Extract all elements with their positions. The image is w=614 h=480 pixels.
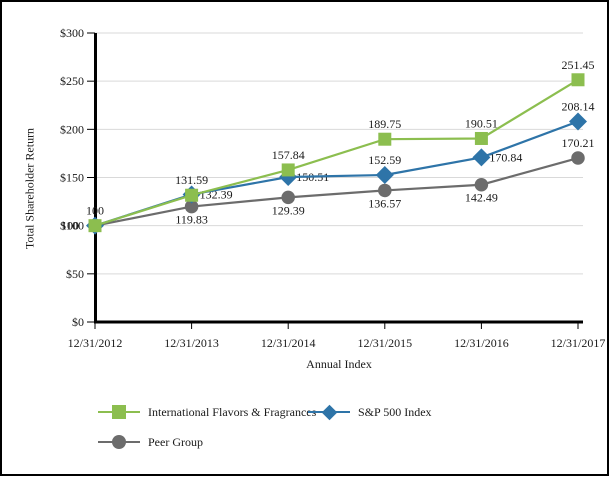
svg-text:170.84: 170.84 (489, 150, 522, 164)
svg-text:251.45: 251.45 (562, 58, 595, 72)
x-axis-title: Annual Index (306, 357, 372, 371)
svg-text:$150: $150 (60, 171, 84, 185)
svg-text:100: 100 (61, 219, 79, 233)
svg-text:$50: $50 (66, 267, 84, 281)
svg-text:119.83: 119.83 (175, 213, 208, 227)
legend-key (98, 403, 140, 421)
svg-text:12/31/2017: 12/31/2017 (551, 336, 606, 350)
svg-text:12/31/2012: 12/31/2012 (68, 336, 123, 350)
svg-text:208.14: 208.14 (562, 99, 595, 113)
svg-text:$300: $300 (60, 26, 84, 40)
svg-text:12/31/2015: 12/31/2015 (357, 336, 412, 350)
y-axis-title: Total Shareholder Return (22, 127, 37, 250)
legend-label-peer-group: Peer Group (148, 434, 203, 449)
legend-label-sp500: S&P 500 Index (358, 404, 432, 419)
legend-item-peer-group: Peer Group (98, 433, 203, 451)
legend-key (98, 433, 140, 451)
svg-text:12/31/2014: 12/31/2014 (261, 336, 316, 350)
svg-text:129.39: 129.39 (272, 203, 305, 217)
legend-item-sp500: S&P 500 Index (308, 403, 432, 421)
legend-key (308, 403, 350, 421)
svg-text:189.75: 189.75 (368, 117, 401, 131)
green-square-marker-icon (112, 405, 126, 419)
svg-text:152.59: 152.59 (368, 153, 401, 167)
svg-text:$250: $250 (60, 74, 84, 88)
svg-text:$100: $100 (60, 219, 84, 233)
svg-text:100: 100 (86, 204, 104, 218)
blue-diamond-marker-icon (321, 404, 338, 421)
gray-circle-marker-icon (112, 435, 126, 449)
svg-text:157.84: 157.84 (272, 148, 305, 162)
legend-label-iff: International Flavors & Fragrances (148, 404, 317, 419)
svg-text:142.49: 142.49 (465, 191, 498, 205)
legend-item-iff: International Flavors & Fragrances (98, 403, 316, 421)
svg-text:136.57: 136.57 (368, 196, 401, 210)
svg-text:131.59: 131.59 (175, 173, 208, 187)
svg-text:$0: $0 (72, 315, 84, 329)
svg-text:170.21: 170.21 (562, 136, 595, 150)
svg-text:12/31/2013: 12/31/2013 (164, 336, 219, 350)
svg-text:$200: $200 (60, 122, 84, 136)
svg-text:12/31/2016: 12/31/2016 (454, 336, 509, 350)
svg-text:190.51: 190.51 (465, 116, 498, 130)
